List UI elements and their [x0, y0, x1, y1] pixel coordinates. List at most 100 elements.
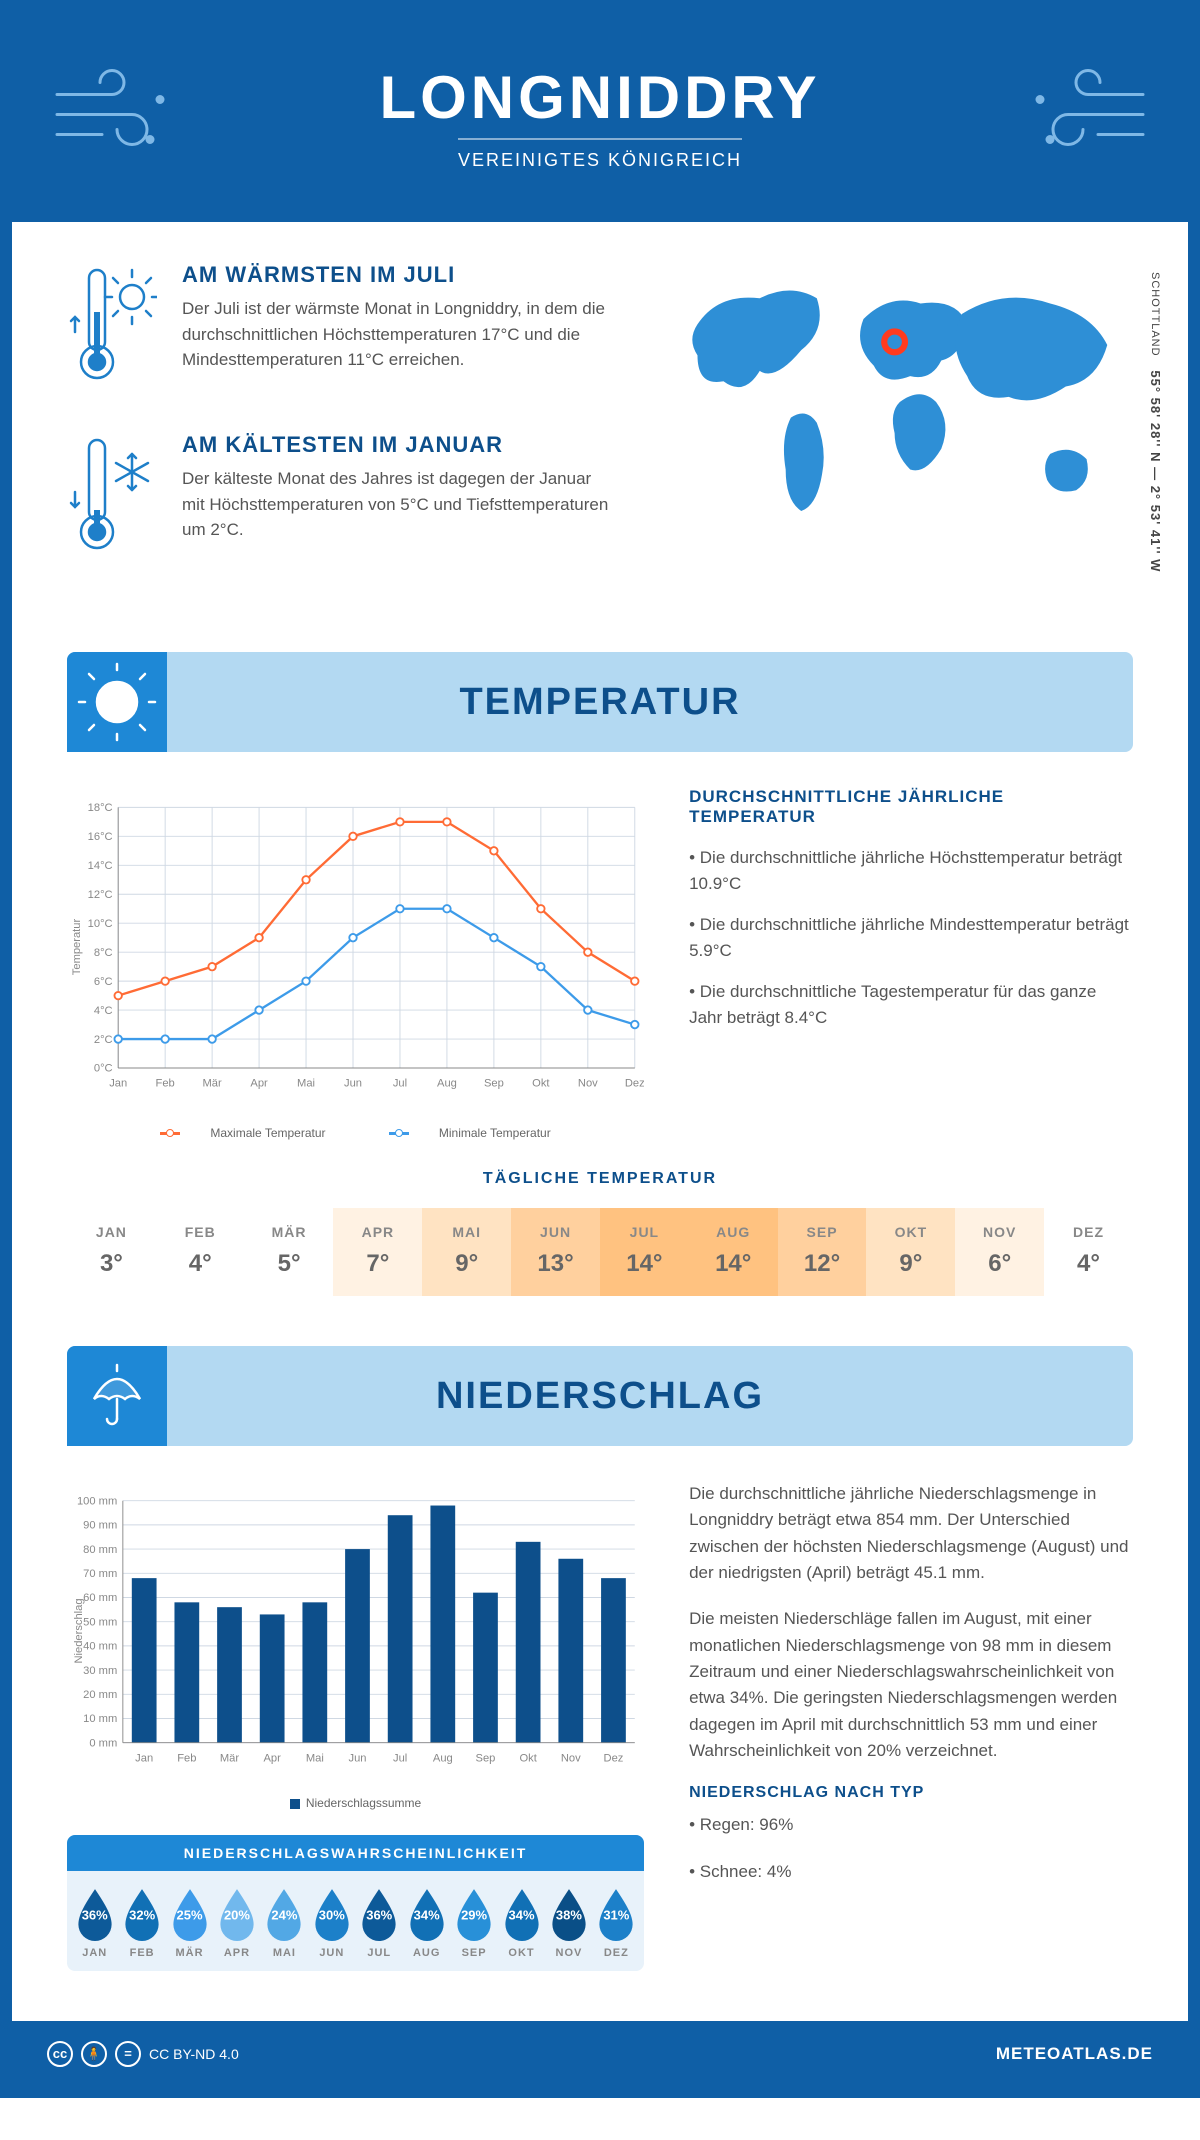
prob-cell: 36%JAN [71, 1887, 118, 1959]
temp-text-heading: DURCHSCHNITTLICHE JÄHRLICHE TEMPERATUR [689, 787, 1133, 827]
daily-temp-cell: DEZ4° [1044, 1208, 1133, 1296]
daily-temp-cell: OKT9° [866, 1208, 955, 1296]
precip-p1: Die durchschnittliche jährliche Niedersc… [689, 1481, 1133, 1586]
wind-icon-left [52, 60, 182, 175]
daily-temp-title: TÄGLICHE TEMPERATUR [67, 1170, 1133, 1188]
infographic-page: LONGNIDDRY VEREINIGTES KÖNIGREICH AM WÄR… [0, 0, 1200, 2098]
daily-temp-cell: JUN13° [511, 1208, 600, 1296]
svg-text:Jan: Jan [135, 1752, 153, 1764]
svg-text:Mär: Mär [220, 1752, 239, 1764]
precip-type-title: NIEDERSCHLAG NACH TYP [689, 1784, 1133, 1802]
fact-warmest: AM WÄRMSTEN IM JULI Der Juli ist der wär… [67, 262, 616, 397]
daily-temp-cell: NOV6° [955, 1208, 1044, 1296]
intro-section: AM WÄRMSTEN IM JULI Der Juli ist der wär… [12, 222, 1188, 632]
svg-text:20 mm: 20 mm [83, 1689, 117, 1701]
footer: cc 🧍 = CC BY-ND 4.0 METEOATLAS.DE [12, 2021, 1188, 2086]
nd-icon: = [115, 2041, 141, 2067]
fact-cold-body: Der kälteste Monat des Jahres ist dagege… [182, 466, 616, 543]
precipitation-bar-chart: 0 mm10 mm20 mm30 mm40 mm50 mm60 mm70 mm8… [67, 1481, 644, 1810]
svg-text:Aug: Aug [433, 1752, 453, 1764]
prob-cell: 38%NOV [545, 1887, 592, 1959]
daily-temperature-strip: TÄGLICHE TEMPERATUR JAN3°FEB4°MÄR5°APR7°… [12, 1140, 1188, 1296]
svg-text:Dez: Dez [625, 1078, 644, 1090]
license: cc 🧍 = CC BY-ND 4.0 [47, 2041, 239, 2067]
svg-text:Mai: Mai [306, 1752, 324, 1764]
svg-text:0 mm: 0 mm [89, 1737, 117, 1749]
svg-text:8°C: 8°C [94, 947, 113, 959]
svg-text:Jun: Jun [348, 1752, 366, 1764]
temp-text-l1: • Die durchschnittliche jährliche Höchst… [689, 845, 1133, 896]
svg-text:Sep: Sep [484, 1078, 504, 1090]
svg-text:Dez: Dez [604, 1752, 624, 1764]
fact-cold-title: AM KÄLTESTEN IM JANUAR [182, 432, 616, 458]
svg-text:90 mm: 90 mm [83, 1520, 117, 1532]
prob-cell: 31%DEZ [593, 1887, 640, 1959]
svg-text:10°C: 10°C [88, 918, 113, 930]
svg-text:Jan: Jan [109, 1078, 127, 1090]
wind-icon-right [1018, 60, 1148, 175]
world-map: SCHOTTLAND 55° 58' 28'' N — 2° 53' 41'' … [656, 262, 1133, 602]
coordinates: SCHOTTLAND 55° 58' 28'' N — 2° 53' 41'' … [1148, 272, 1163, 572]
daily-temp-cell: MÄR5° [245, 1208, 334, 1296]
svg-text:Mai: Mai [297, 1078, 315, 1090]
thermometer-cold-icon [67, 432, 157, 567]
by-icon: 🧍 [81, 2041, 107, 2067]
svg-text:Apr: Apr [250, 1078, 268, 1090]
section-header-precipitation: NIEDERSCHLAG [67, 1346, 1133, 1446]
sun-icon [67, 652, 167, 752]
umbrella-icon [67, 1346, 167, 1446]
svg-text:Temperatur: Temperatur [71, 919, 83, 976]
fact-warm-body: Der Juli ist der wärmste Monat in Longni… [182, 296, 616, 373]
page-subtitle: VEREINIGTES KÖNIGREICH [458, 138, 742, 171]
daily-temp-cell: JAN3° [67, 1208, 156, 1296]
svg-text:Feb: Feb [177, 1752, 196, 1764]
svg-text:Niederschlag: Niederschlag [73, 1598, 85, 1663]
svg-text:2°C: 2°C [94, 1034, 113, 1046]
daily-temp-cell: JUL14° [600, 1208, 689, 1296]
prob-cell: 34%OKT [498, 1887, 545, 1959]
svg-text:Okt: Okt [532, 1078, 550, 1090]
svg-text:6°C: 6°C [94, 976, 113, 988]
daily-temp-cell: FEB4° [156, 1208, 245, 1296]
header: LONGNIDDRY VEREINIGTES KÖNIGREICH [12, 12, 1188, 222]
svg-text:Apr: Apr [263, 1752, 281, 1764]
svg-text:10 mm: 10 mm [83, 1713, 117, 1725]
prob-title: NIEDERSCHLAGSWAHRSCHEINLICHKEIT [67, 1835, 644, 1871]
svg-text:14°C: 14°C [88, 860, 113, 872]
fact-coldest: AM KÄLTESTEN IM JANUAR Der kälteste Mona… [67, 432, 616, 567]
prob-cell: 36%JUL [356, 1887, 403, 1959]
precipitation-probability-box: NIEDERSCHLAGSWAHRSCHEINLICHKEIT 36%JAN32… [67, 1835, 644, 1971]
svg-text:4°C: 4°C [94, 1005, 113, 1017]
section-header-temperature: TEMPERATUR [67, 652, 1133, 752]
fact-warm-title: AM WÄRMSTEN IM JULI [182, 262, 616, 288]
svg-text:Jul: Jul [393, 1078, 407, 1090]
prob-cell: 25%MÄR [166, 1887, 213, 1959]
svg-text:50 mm: 50 mm [83, 1616, 117, 1628]
svg-text:Nov: Nov [561, 1752, 581, 1764]
precip-p2: Die meisten Niederschläge fallen im Augu… [689, 1606, 1133, 1764]
svg-text:0°C: 0°C [94, 1063, 113, 1075]
svg-text:Sep: Sep [476, 1752, 496, 1764]
svg-text:60 mm: 60 mm [83, 1592, 117, 1604]
prob-cell: 34%AUG [403, 1887, 450, 1959]
thermometer-hot-icon [67, 262, 157, 397]
svg-text:70 mm: 70 mm [83, 1568, 117, 1580]
daily-temp-cell: MAI9° [422, 1208, 511, 1296]
prob-cell: 32%FEB [118, 1887, 165, 1959]
temp-text-l2: • Die durchschnittliche jährliche Mindes… [689, 912, 1133, 963]
precip-heading: NIEDERSCHLAG [436, 1375, 764, 1418]
svg-text:18°C: 18°C [88, 802, 113, 814]
svg-text:Mär: Mär [203, 1078, 222, 1090]
prob-cell: 29%SEP [450, 1887, 497, 1959]
temp-heading: TEMPERATUR [459, 681, 740, 724]
temp-text-l3: • Die durchschnittliche Tagestemperatur … [689, 979, 1133, 1030]
daily-temp-cell: AUG14° [689, 1208, 778, 1296]
svg-text:40 mm: 40 mm [83, 1641, 117, 1653]
svg-text:12°C: 12°C [88, 889, 113, 901]
svg-text:100 mm: 100 mm [77, 1495, 117, 1507]
svg-text:80 mm: 80 mm [83, 1544, 117, 1556]
svg-text:Jul: Jul [393, 1752, 407, 1764]
prob-cell: 24%MAI [261, 1887, 308, 1959]
svg-text:Nov: Nov [578, 1078, 598, 1090]
svg-text:Jun: Jun [344, 1078, 362, 1090]
